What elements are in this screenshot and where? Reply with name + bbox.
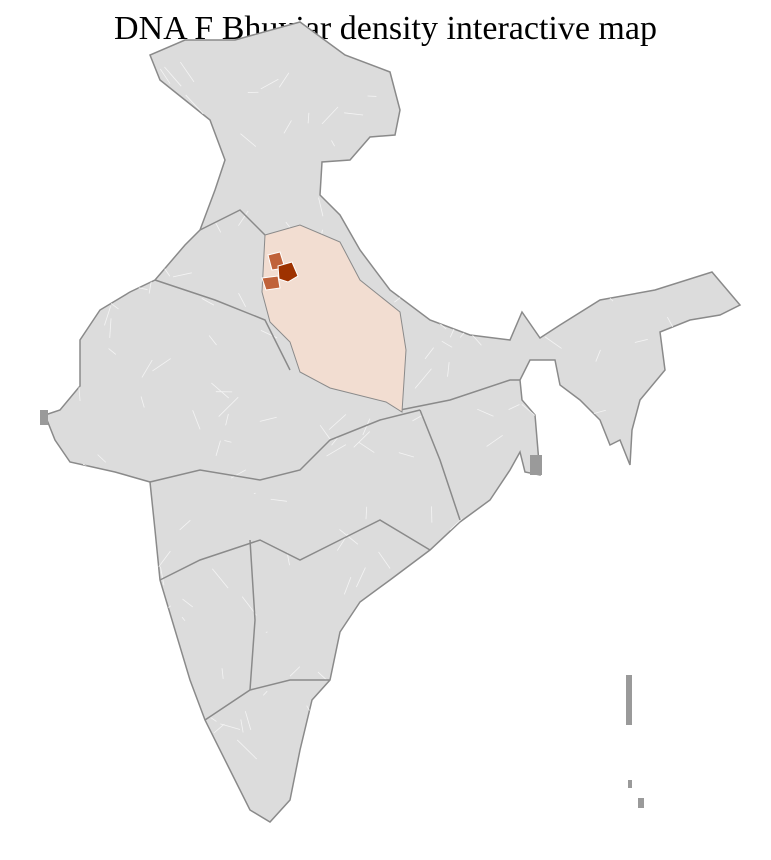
state-borders [149,209,520,721]
district-medium-density[interactable] [261,275,281,291]
india-outline[interactable] [44,21,742,823]
uttar-pradesh-low-density[interactable] [261,224,407,413]
andaman-islands [40,410,644,808]
district-high-density[interactable] [277,261,299,283]
